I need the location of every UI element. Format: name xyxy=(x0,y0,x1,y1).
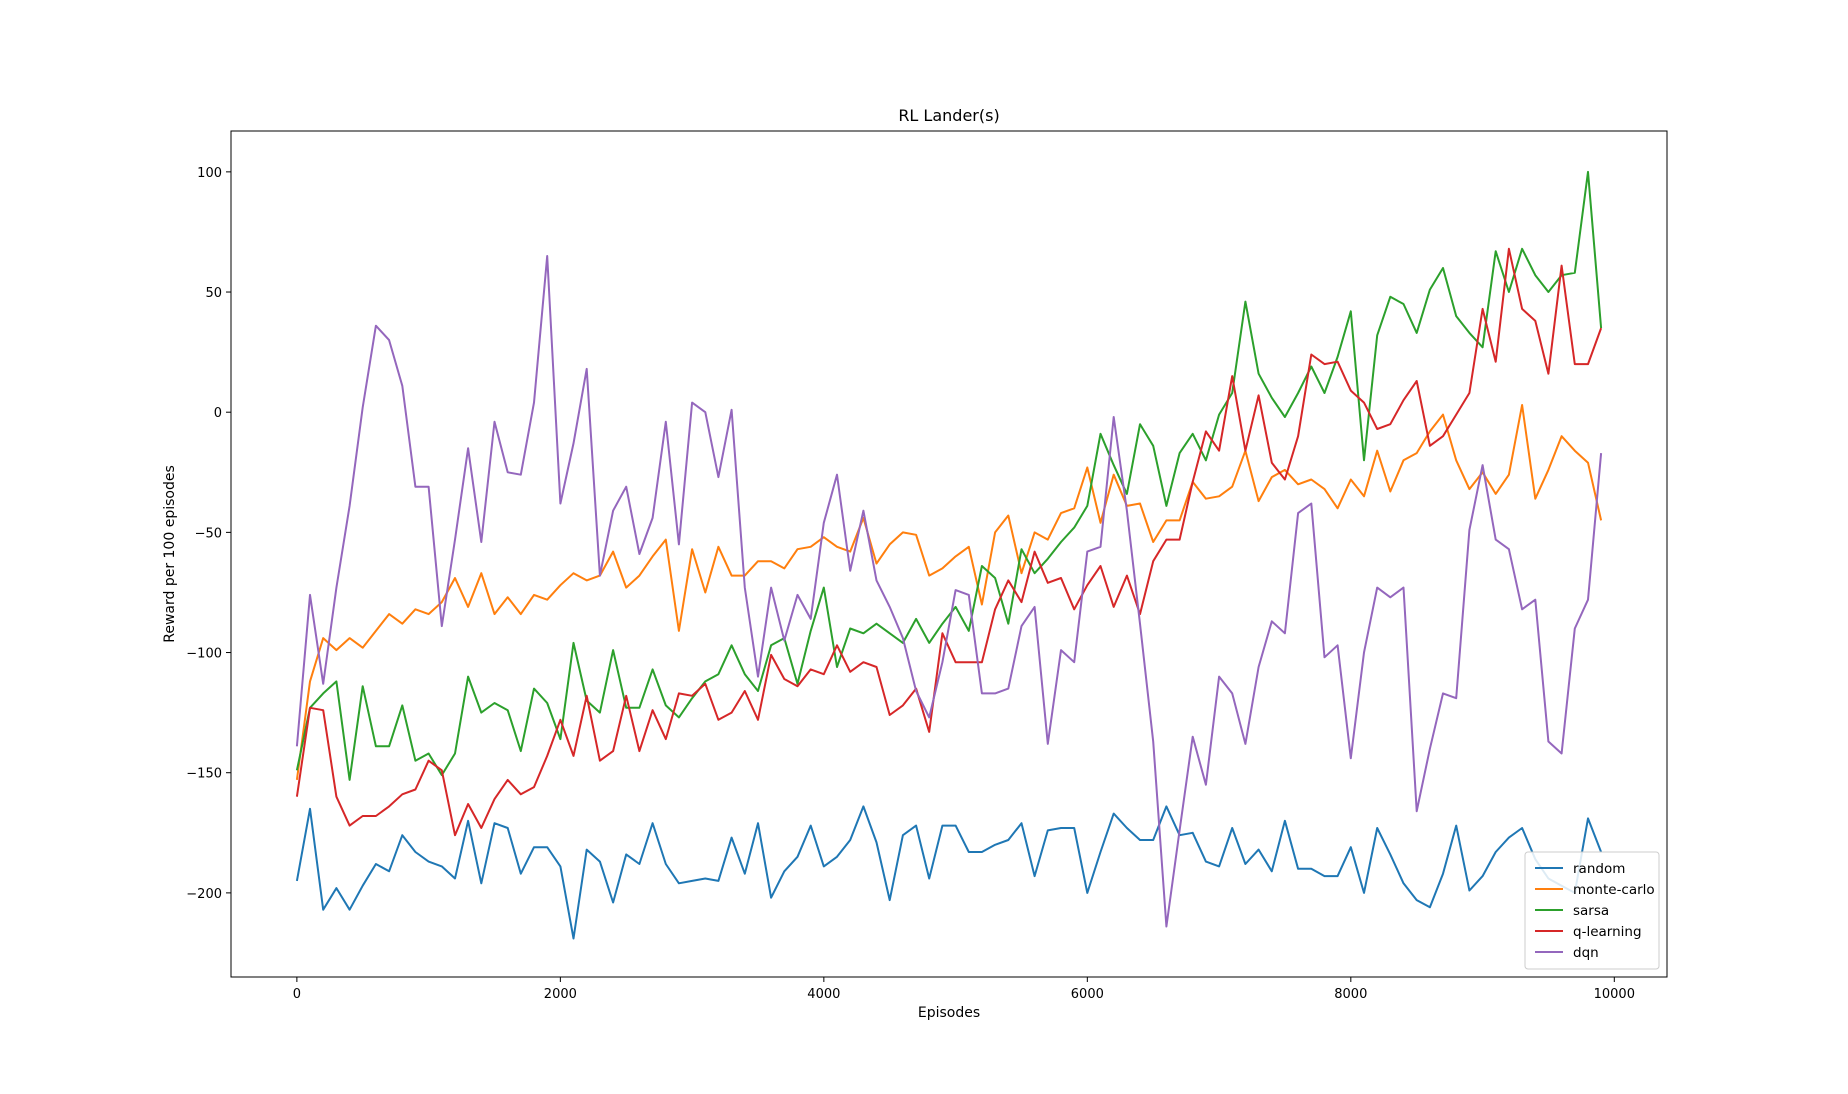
y-tick-label: −200 xyxy=(186,887,222,902)
y-tick-label: −100 xyxy=(186,647,222,662)
plot-frame xyxy=(230,130,1668,978)
series-line-random xyxy=(295,805,1603,940)
x-tick-label: 8000 xyxy=(1334,987,1367,1002)
y-tick-label: −50 xyxy=(195,526,222,541)
y-tick-label: 100 xyxy=(197,166,222,181)
x-tick-label: 0 xyxy=(293,987,301,1002)
x-tick-label: 4000 xyxy=(807,987,840,1002)
x-axis-title: Episodes xyxy=(918,1005,980,1021)
legend-label-q-learning: q-learning xyxy=(1573,924,1642,940)
series-line-monte-carlo xyxy=(295,404,1603,781)
series-line-dqn xyxy=(295,255,1603,928)
legend-label-dqn: dqn xyxy=(1573,945,1599,961)
series-line-q-learning xyxy=(295,247,1603,837)
legend-label-sarsa: sarsa xyxy=(1573,903,1609,919)
series-layer xyxy=(295,170,1603,940)
series-line-sarsa xyxy=(295,170,1603,781)
y-tick-label: −150 xyxy=(186,767,222,782)
legend-box xyxy=(1524,851,1660,970)
legend-label-random: random xyxy=(1573,861,1625,877)
x-tick-label: 2000 xyxy=(544,987,577,1002)
x-tick-label: 6000 xyxy=(1071,987,1104,1002)
y-tick-label: 50 xyxy=(205,286,222,301)
y-axis-title: Reward per 100 episodes xyxy=(162,465,178,643)
legend: random monte-carlo sarsa q-learning dqn xyxy=(1524,851,1660,970)
y-axis: −200 −150 −100 −50 0 50 100 xyxy=(186,166,231,902)
x-axis: 0 2000 4000 6000 8000 10000 xyxy=(293,977,1635,1002)
legend-label-monte-carlo: monte-carlo xyxy=(1573,882,1655,898)
y-tick-label: 0 xyxy=(214,406,222,421)
x-tick-label: 10000 xyxy=(1594,987,1635,1002)
chart-title: RL Lander(s) xyxy=(898,106,999,125)
